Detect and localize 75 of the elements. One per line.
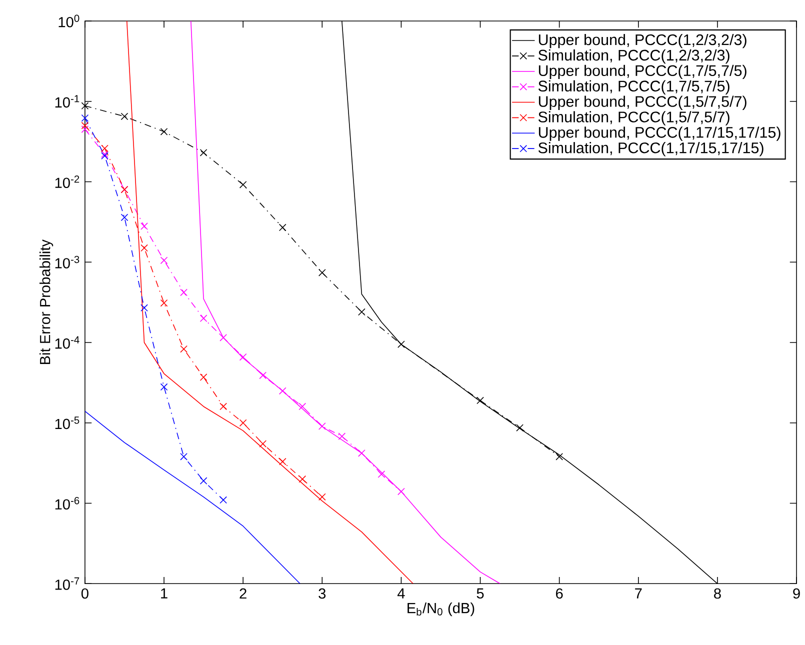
point	[180, 453, 188, 461]
y-tick-label: 10$^{-1}$	[55, 95, 80, 108]
point	[556, 453, 564, 461]
y-tick-label: 10$^{-7}$	[55, 578, 80, 590]
legend-label: Upper bound, PCCC(1,2/3,2/3)	[538, 34, 746, 48]
point	[259, 440, 267, 448]
point	[200, 149, 208, 157]
y-axis-title: Bit Error Probability	[40, 240, 54, 364]
point	[318, 269, 326, 277]
point	[81, 114, 89, 122]
point	[160, 128, 168, 136]
x-tick-label: 2	[240, 588, 246, 599]
point	[220, 496, 227, 504]
point	[160, 383, 168, 391]
legend-label: Upper bound, PCCC(1,17/15,17/15)	[538, 126, 780, 142]
legend-label: Simulation, PCCC(1,2/3,2/3)	[538, 50, 730, 64]
point	[358, 450, 366, 458]
point	[278, 458, 286, 466]
point	[378, 470, 386, 478]
point	[101, 144, 108, 152]
point	[358, 308, 366, 316]
x-tick-label: 7	[635, 588, 642, 599]
point	[140, 304, 148, 312]
point	[200, 477, 208, 485]
point	[180, 346, 188, 353]
y-tick-label: 10$^{0}$	[58, 14, 80, 28]
point	[239, 419, 247, 427]
point	[318, 493, 326, 501]
point	[160, 300, 168, 307]
point	[180, 288, 188, 296]
point	[476, 396, 484, 404]
y-tick-label: 10$^{-5}$	[55, 416, 80, 430]
legend-label: Upper bound, PCCC(1,7/5,7/5)	[538, 65, 746, 80]
point	[398, 488, 405, 496]
point	[160, 256, 168, 264]
x-tick-label: 3	[318, 588, 326, 599]
point	[81, 102, 89, 110]
point	[140, 244, 148, 252]
legend-label: Upper bound, PCCC(1,5/7,5/7)	[538, 96, 746, 110]
point	[120, 214, 128, 222]
x-tick-label: 5	[476, 588, 484, 599]
point	[140, 222, 148, 230]
x-tick-label: 4	[397, 588, 405, 599]
point	[239, 181, 247, 189]
x-tick-label: 9	[793, 588, 800, 599]
x-tick-label: 6	[556, 588, 563, 599]
point	[200, 374, 208, 382]
y-tick-label: 10$^{-4}$	[55, 336, 80, 349]
point	[318, 422, 326, 430]
point	[278, 224, 286, 232]
y-tick-label: 10$^{-3}$	[55, 256, 80, 269]
point	[398, 340, 405, 348]
point	[338, 432, 346, 440]
x-tick-label: 8	[714, 588, 721, 599]
point	[298, 402, 306, 410]
point	[120, 112, 128, 120]
point	[298, 476, 306, 483]
point	[81, 126, 89, 134]
line-series	[84, 410, 300, 584]
x-tick-label: 0	[81, 588, 88, 599]
y-tick-label: 10$^{-6}$	[55, 497, 80, 510]
point	[220, 334, 227, 342]
point	[516, 424, 524, 432]
point	[278, 387, 286, 395]
x-axis-title: E$_{b}$/N$_{0}$ (dB)	[408, 602, 474, 616]
legend-label: Simulation, PCCC(1,17/15,17/15)	[538, 142, 764, 156]
point	[220, 402, 227, 410]
point	[81, 122, 89, 130]
legend-label: Simulation, PCCC(1,7/5,7/5)	[538, 80, 730, 95]
y-tick-label: 10$^{-2}$	[55, 176, 80, 188]
point	[259, 372, 267, 380]
point	[239, 354, 247, 361]
legend-label: Simulation, PCCC(1,5/7,5/7)	[538, 111, 730, 126]
point	[200, 314, 208, 322]
x-tick-label: 1	[161, 588, 168, 599]
